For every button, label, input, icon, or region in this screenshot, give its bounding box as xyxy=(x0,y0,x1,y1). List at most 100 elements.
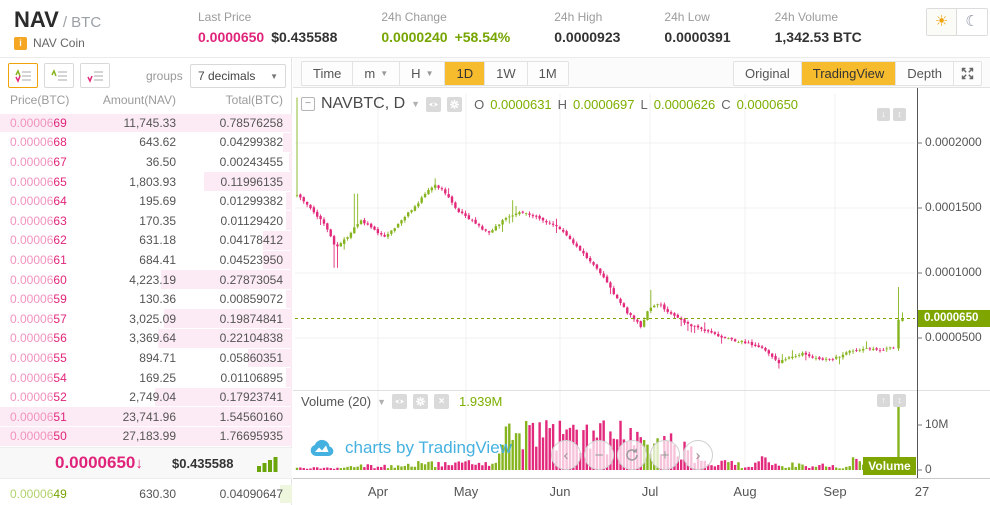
depth-bar xyxy=(248,348,292,368)
last-price-value: 0.0000650↓ xyxy=(55,453,143,473)
eye-icon[interactable] xyxy=(392,394,408,409)
legend-symbol: NAVBTC, D xyxy=(321,95,406,112)
minus-button[interactable]: − xyxy=(584,440,614,470)
price-tick-label: 0.0002000 xyxy=(925,135,982,149)
fullscreen-icon[interactable] xyxy=(954,62,981,85)
bids-book-view-button[interactable] xyxy=(44,63,74,88)
mode-original[interactable]: Original xyxy=(734,62,802,85)
gear-icon[interactable] xyxy=(413,394,429,409)
chevron-down-icon[interactable]: ▼ xyxy=(411,99,421,109)
ask-row[interactable]: 0.0000661 684.41 0.04523950 xyxy=(0,250,292,270)
combined-book-view-button[interactable] xyxy=(8,63,38,88)
ask-row[interactable]: 0.0000660 4,223.19 0.27873054 xyxy=(0,270,292,290)
order-total: 0.01129420 xyxy=(220,213,283,228)
pair-header: NAV / BTC i NAV Coin Last Price 0.0000650 $… xyxy=(0,0,990,58)
ask-row[interactable]: 0.0000667 36.50 0.00243455 xyxy=(0,152,292,172)
button-label: Original xyxy=(744,65,790,81)
move-pane-up-icon[interactable]: ↑ xyxy=(877,394,890,407)
quote-symbol: / BTC xyxy=(62,14,102,31)
ask-row[interactable]: 0.0000656 3,369.64 0.22104838 xyxy=(0,329,292,349)
depth-bar xyxy=(160,270,292,289)
interval-1w[interactable]: 1W xyxy=(485,62,528,85)
order-amount: 630.30 xyxy=(139,486,176,501)
maximize-pane-icon[interactable]: ↕ xyxy=(893,108,906,121)
collapse-pane-icon[interactable]: − xyxy=(301,97,315,111)
price-tail: 63 xyxy=(53,213,67,228)
interval-h[interactable]: H ▼ xyxy=(400,62,446,85)
price-head: 0.00006 xyxy=(10,135,54,150)
stat-label: Last Price xyxy=(198,10,252,24)
arrow-down-icon: ↓ xyxy=(135,455,143,472)
ask-row[interactable]: 0.0000650 27,183.99 1.76695935 xyxy=(0,427,292,447)
ask-row[interactable]: 0.0000655 894.71 0.05860351 xyxy=(0,348,292,368)
main-pane-buttons: ↓ ↕ xyxy=(877,108,906,121)
chevron-right-button[interactable]: › xyxy=(683,440,713,470)
order-book-toolbar: groups 7 decimals ▼ xyxy=(0,60,292,92)
order-total: 0.01299382 xyxy=(219,194,283,209)
watermark-text: charts by TradingView xyxy=(345,438,512,457)
depth-bar xyxy=(286,211,292,231)
interval-1d[interactable]: 1D xyxy=(445,62,486,85)
coin-name: NAV Coin xyxy=(33,36,85,50)
order-amount: 631.18 xyxy=(139,233,176,248)
tradingview-watermark[interactable]: charts by TradingView xyxy=(309,438,512,458)
pair-title: NAV / BTC xyxy=(14,7,101,33)
stat-label: 24h High xyxy=(554,10,603,24)
depth-bar xyxy=(157,329,292,348)
ask-row[interactable]: 0.0000662 631.18 0.04178412 xyxy=(0,231,292,251)
dark-theme-icon[interactable]: ☾ xyxy=(957,9,987,35)
plus-button[interactable]: + xyxy=(650,440,680,470)
price-tail: 54 xyxy=(53,370,67,385)
ask-row[interactable]: 0.0000665 1,803.93 0.11996135 xyxy=(0,172,292,192)
chevron-down-icon[interactable]: ▼ xyxy=(377,396,387,407)
stat-24h-volume: 24h Volume 1,342.53 BTC xyxy=(775,10,862,45)
chart-canvas[interactable]: − NAVBTC, D ▼ O 0.0000631 H 0.0000697 L 0.0… xyxy=(293,88,990,478)
chevron-left-button[interactable]: ‹ xyxy=(551,440,581,470)
light-theme-icon[interactable]: ☀ xyxy=(927,9,957,35)
close-icon[interactable]: × xyxy=(434,394,450,409)
maximize-pane-icon[interactable]: ↕ xyxy=(893,394,906,407)
price-tail: 56 xyxy=(53,331,67,346)
close-label: C xyxy=(721,96,731,112)
ask-row[interactable]: 0.0000652 2,749.04 0.17923741 xyxy=(0,387,292,407)
chevron-down-icon: ▼ xyxy=(425,68,434,78)
stat-value: 0.0000923 xyxy=(554,29,621,45)
candlestick-plot[interactable] xyxy=(293,88,990,478)
price-tail: 49 xyxy=(53,486,67,501)
price-tail: 61 xyxy=(53,252,67,267)
order-total: 0.11996135 xyxy=(220,174,283,189)
depth-bar xyxy=(163,309,292,329)
order-total: 0.00859072 xyxy=(219,292,283,307)
depth-bar xyxy=(262,231,292,250)
gear-icon[interactable] xyxy=(447,96,463,112)
ask-row[interactable]: 0.0000664 195.69 0.01299382 xyxy=(0,191,292,211)
eye-icon[interactable] xyxy=(426,96,442,112)
interval-time[interactable]: Time xyxy=(302,62,354,85)
depth-bar xyxy=(283,133,292,152)
mode-tradingview[interactable]: TradingView xyxy=(801,62,897,85)
reset-button[interactable] xyxy=(617,440,647,470)
price-head: 0.00006 xyxy=(10,390,54,405)
interval-m[interactable]: m ▼ xyxy=(353,62,401,85)
time-tick-label: Apr xyxy=(367,484,389,499)
low-value: 0.0000626 xyxy=(653,96,716,112)
price-head: 0.00006 xyxy=(10,272,54,287)
interval-1m[interactable]: 1M xyxy=(528,62,568,85)
depth-bars-icon[interactable] xyxy=(256,455,278,473)
ask-row[interactable]: 0.0000668 643.62 0.04299382 xyxy=(0,133,292,153)
order-amount: 11,745.33 xyxy=(123,115,177,130)
move-pane-down-icon[interactable]: ↓ xyxy=(877,108,890,121)
asks-book-view-button[interactable] xyxy=(80,63,110,88)
button-label: 1W xyxy=(496,65,516,81)
ask-row[interactable]: 0.0000663 170.35 0.01129420 xyxy=(0,211,292,231)
decimals-group-select[interactable]: 7 decimals ▼ xyxy=(190,64,286,88)
order-total: 1.54560160 xyxy=(219,409,283,424)
ask-row[interactable]: 0.0000669 11,745.33 0.78576258 xyxy=(0,113,292,133)
bid-row[interactable]: 0.0000649 630.30 0.04090647 xyxy=(0,484,292,504)
ask-row[interactable]: 0.0000651 23,741.96 1.54560160 xyxy=(0,407,292,427)
ask-row[interactable]: 0.0000654 169.25 0.01106895 xyxy=(0,368,292,388)
mode-depth[interactable]: Depth xyxy=(896,62,954,85)
ask-row[interactable]: 0.0000659 130.36 0.00859072 xyxy=(0,289,292,309)
ask-row[interactable]: 0.0000657 3,025.09 0.19874841 xyxy=(0,309,292,329)
time-axis[interactable]: Apr May Jun Jul Aug Sep 27 xyxy=(293,478,990,505)
